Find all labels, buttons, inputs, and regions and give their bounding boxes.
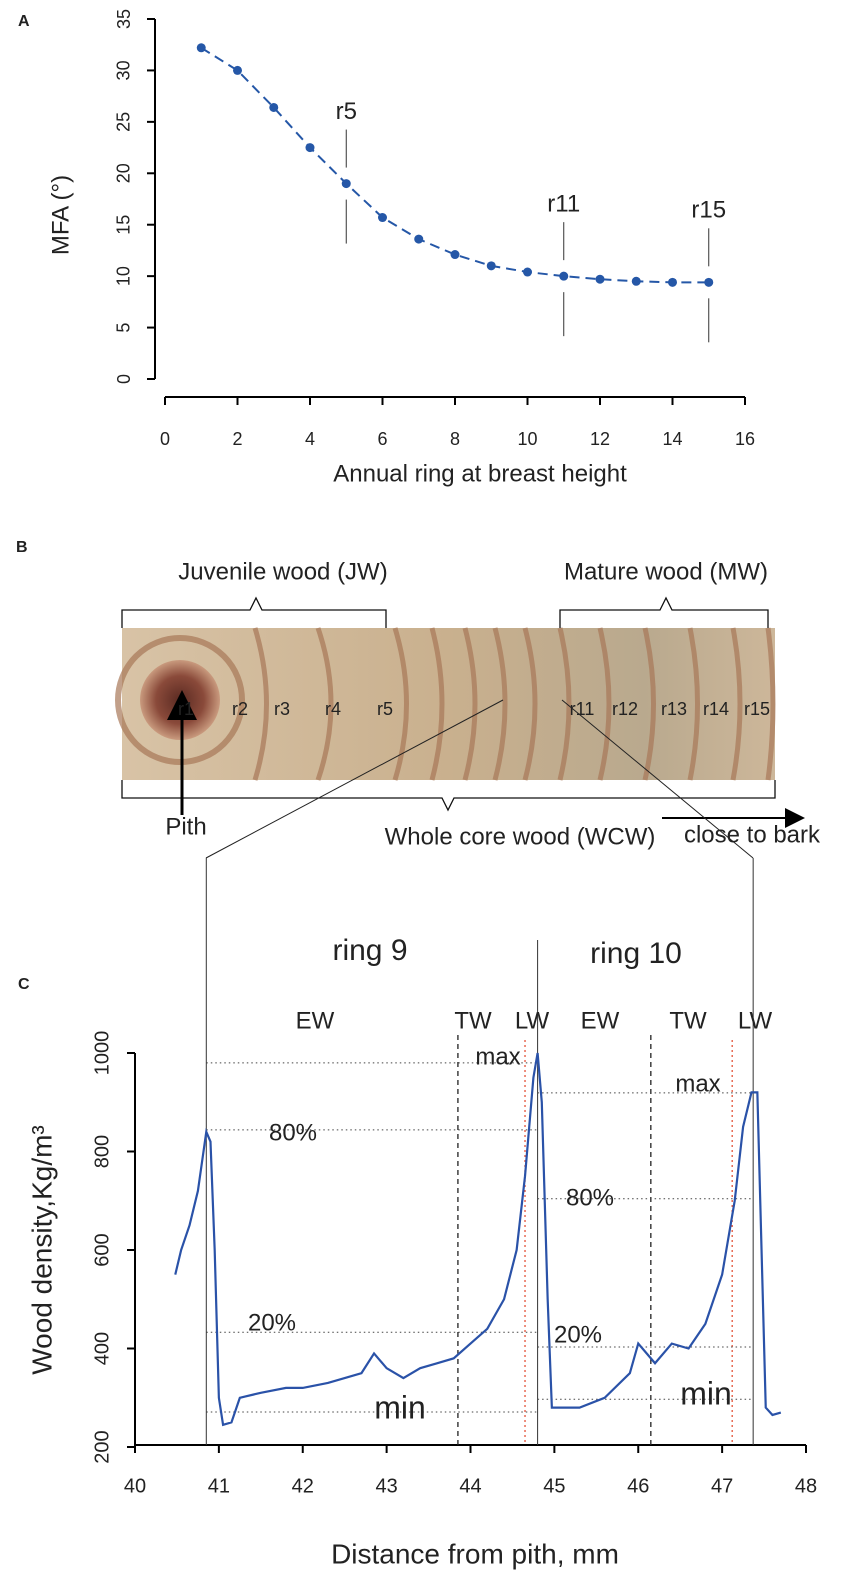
y-tick-label: 400 [91,1332,113,1365]
core-panel: B Juvenile wood (JW) Mature wood (MW) Wh… [16,539,821,859]
y-tick-label: 35 [114,9,134,29]
y-tick-label: 200 [91,1430,113,1463]
reference-label: min [680,1375,732,1411]
juvenile-label: Juvenile wood (JW) [178,558,387,585]
zoom-lines [205,699,754,859]
y-axis-title: Wood density,Kg/m³ [26,1125,57,1375]
y-tick-label: 10 [114,266,134,286]
x-tick-label: 47 [711,1475,733,1497]
ring-label: r13 [661,699,687,719]
zone-label: EW [581,1007,620,1034]
ring-title: ring 9 [332,934,407,967]
x-tick-label: 45 [543,1475,565,1497]
ring-arcs [115,627,776,781]
data-point [414,234,424,244]
reference-label: min [374,1389,426,1425]
reference-label: 80% [269,1119,317,1146]
y-tick-label: 600 [91,1233,113,1266]
x-tick-label: 44 [459,1475,481,1497]
braces [121,596,776,812]
zone-label: EW [296,1007,335,1034]
data-line [174,1052,782,1427]
data-point [305,143,315,153]
x-axis-title: Distance from pith, mm [331,1538,619,1569]
ring-title: ring 10 [590,937,682,970]
ring-label: r3 [274,699,290,719]
x-axis-title: Annual ring at breast height [333,460,627,487]
y-tick-label: 5 [114,323,134,333]
x-tick-label: 6 [377,429,387,449]
data-line [200,46,709,284]
zone-label: LW [515,1007,550,1034]
ring-label: r2 [232,699,248,719]
data-point [269,102,279,112]
annotation-label: r15 [691,197,726,224]
x-tick-label: 16 [735,429,755,449]
x-tick-label: 0 [160,429,170,449]
annotation-label: r11 [547,190,580,217]
zone-label: TW [454,1007,492,1034]
data-point [668,277,677,287]
zone-label: TW [669,1007,707,1034]
y-tick-label: 15 [114,215,134,235]
data-point [595,274,605,284]
x-tick-label: 42 [292,1475,314,1497]
data-point [631,276,641,286]
x-tick-label: 8 [450,429,460,449]
y-axis-title: MFA (°) [47,175,74,255]
pith-label: Pith [165,813,206,840]
reference-label: max [675,1070,720,1097]
whole-label: Whole core wood (WCW) [385,823,656,850]
y-tick-label: 0 [114,374,134,384]
ring-label: r4 [325,699,341,719]
ring-label: r11 [570,699,595,719]
x-tick-label: 2 [232,429,242,449]
reference-label: 80% [566,1184,614,1211]
ring-label: r12 [612,699,638,719]
y-tick-label: 20 [114,163,134,183]
x-tick-label: 12 [590,429,610,449]
zone-label: LW [738,1007,773,1034]
data-point [341,179,351,189]
ring-label: r5 [377,699,393,719]
y-tick-label: 1000 [91,1031,113,1076]
ring-label: r15 [744,699,770,719]
data-point [486,261,496,271]
x-tick-label: 48 [795,1475,817,1497]
reference-label: 20% [554,1321,602,1348]
bark-label: close to bark [684,821,821,848]
mature-label: Mature wood (MW) [564,558,768,585]
panel-label: A [18,13,30,30]
data-point [523,267,532,277]
x-tick-label: 40 [124,1475,146,1497]
reference-label: max [475,1043,520,1070]
y-tick-label: 25 [114,112,134,132]
y-tick-label: 800 [91,1135,113,1168]
x-tick-label: 41 [208,1475,230,1497]
panel-label: C [18,976,30,993]
data-point [233,65,242,75]
core-photo [122,628,775,780]
ring-label: r14 [703,699,729,719]
x-tick-label: 43 [376,1475,398,1497]
data-point [450,250,460,260]
x-tick-label: 4 [305,429,315,449]
data-point [196,43,206,53]
reference-label: 20% [248,1309,296,1336]
data-point [559,271,569,281]
data-point [378,213,387,223]
x-tick-label: 14 [662,429,682,449]
x-tick-label: 10 [517,429,537,449]
ring-labels: r1 r2 r3 r4 r5 r11 r12 r13 r14 r15 [178,699,770,719]
y-tick-label: 30 [114,60,134,80]
annotation-label: r5 [336,98,357,125]
ring-label: r1 [178,699,194,719]
x-tick-label: 46 [627,1475,649,1497]
data-point [704,277,714,287]
panel-label: B [16,539,28,556]
